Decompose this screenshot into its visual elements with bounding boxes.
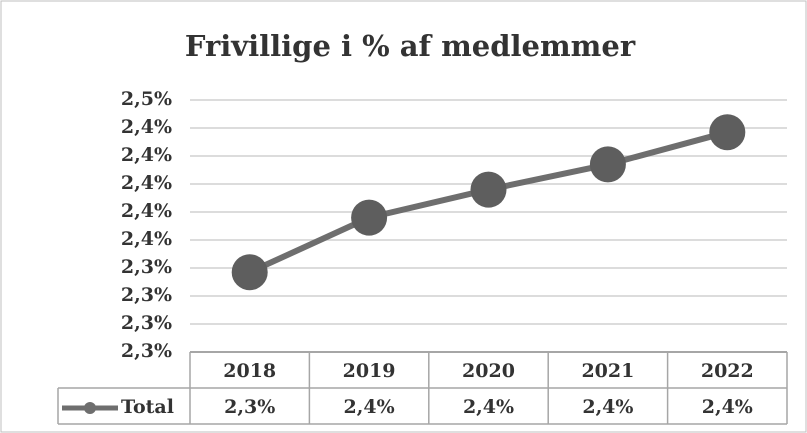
y-tick-label: 2,4% (121, 144, 172, 166)
y-tick-label: 2,3% (121, 256, 172, 278)
x-tick-label: 2021 (581, 360, 634, 382)
y-tick-label: 2,4% (121, 228, 172, 250)
legend-marker (84, 402, 96, 414)
chart-title: Frivillige i % af medlemmer (185, 29, 636, 63)
y-tick-label: 2,4% (121, 116, 172, 138)
y-tick-label: 2,3% (121, 312, 172, 334)
value-label: 2,4% (582, 396, 633, 418)
x-tick-label: 2022 (701, 360, 754, 382)
value-label: 2,3% (224, 396, 275, 418)
x-tick-label: 2018 (223, 360, 276, 382)
marker (709, 114, 746, 151)
value-label: 2,4% (463, 396, 514, 418)
y-tick-label: 2,3% (121, 284, 172, 306)
marker (470, 171, 507, 208)
y-tick-label: 2,3% (121, 340, 172, 362)
y-tick-label: 2,5% (121, 88, 172, 110)
x-tick-label: 2020 (462, 360, 515, 382)
marker (351, 199, 388, 236)
y-tick-label: 2,4% (121, 172, 172, 194)
marker (589, 146, 626, 183)
y-tick-label: 2,4% (121, 200, 172, 222)
x-tick-label: 2019 (343, 360, 396, 382)
value-label: 2,4% (702, 396, 753, 418)
value-label: 2,4% (344, 396, 395, 418)
marker (231, 254, 268, 291)
legend-label: Total (121, 396, 174, 418)
